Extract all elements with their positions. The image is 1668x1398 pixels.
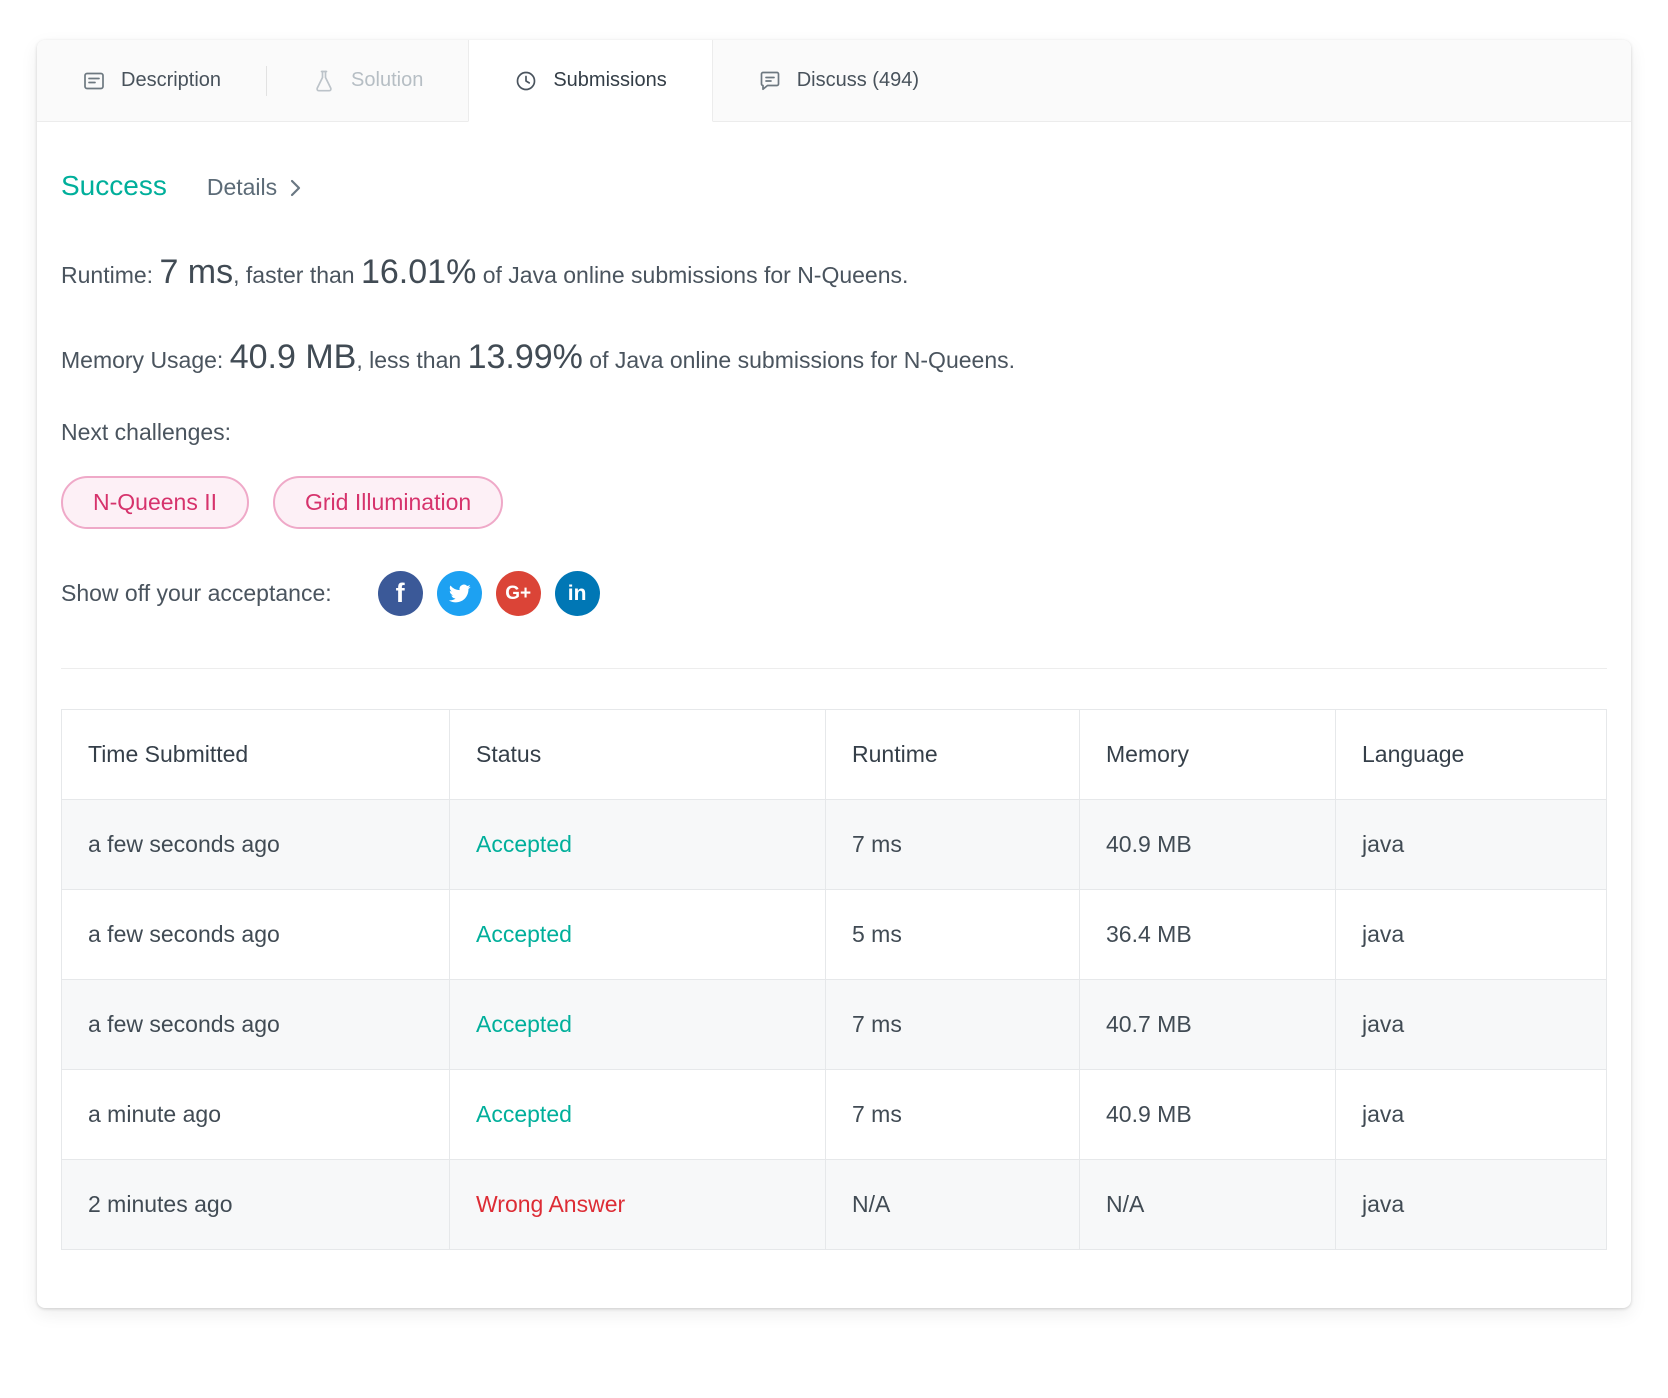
memory-percent: 13.99% [467,338,583,377]
table-row: a few seconds ago Accepted 7 ms 40.9 MB … [61,798,1607,890]
details-link[interactable]: Details [207,174,302,201]
google-plus-glyph: G+ [505,582,532,604]
col-header-time-submitted: Time Submitted [61,708,450,800]
tab-bar-filler [963,40,1631,122]
table-header-row: Time Submitted Status Runtime Memory Lan… [61,708,1607,800]
next-challenges: N-Queens II Grid Illumination [61,475,1607,529]
table-row: a minute ago Accepted 7 ms 40.9 MB java [61,1068,1607,1160]
share-row: Show off your acceptance: f G+ in [61,570,1607,616]
description-icon [82,69,106,93]
status-link[interactable]: Accepted [476,920,572,947]
cell-memory: 40.9 MB [1079,1068,1336,1160]
memory-mid: , less than [356,347,462,374]
table-row: a few seconds ago Accepted 7 ms 40.7 MB … [61,978,1607,1070]
tab-description[interactable]: Description [37,40,267,122]
runtime-percent: 16.01% [360,253,477,291]
tab-label: Description [121,69,222,91]
next-challenges-label: Next challenges: [61,418,232,445]
success-status: Success [61,170,167,201]
cell-memory: N/A [1079,1158,1336,1250]
submissions-table: Time Submitted Status Runtime Memory Lan… [61,708,1607,1250]
col-header-language: Language [1335,708,1607,800]
cell-runtime: 7 ms [825,798,1080,890]
flask-icon [312,69,336,93]
col-header-runtime: Runtime [825,708,1080,800]
col-header-memory: Memory [1079,708,1336,800]
runtime-line: Runtime: 7 ms, faster than 16.01% of Jav… [61,248,1607,297]
status-link[interactable]: Accepted [476,1010,572,1037]
twitter-share-icon[interactable] [436,570,482,616]
col-header-status: Status [449,708,826,800]
status-link[interactable]: Wrong Answer [476,1190,626,1217]
tab-label: Discuss (494) [796,69,919,91]
runtime-suffix: of Java online submissions for N-Queens. [482,262,909,288]
cell-language: java [1335,798,1607,890]
cell-memory: 40.7 MB [1079,978,1336,1070]
discuss-icon [758,69,782,93]
section-divider [61,667,1607,669]
status-link[interactable]: Accepted [476,1100,572,1127]
cell-memory: 40.9 MB [1079,798,1336,890]
share-label: Show off your acceptance: [61,579,332,606]
cell-status: Accepted [449,1068,826,1160]
cell-runtime: N/A [825,1158,1080,1250]
cell-time: a few seconds ago [61,888,450,980]
memory-value: 40.9 MB [229,338,357,377]
submissions-panel: Success Details Runtime: 7 ms, faster th… [37,122,1631,1308]
cell-time: a few seconds ago [61,978,450,1070]
table-row: a few seconds ago Accepted 5 ms 36.4 MB … [61,888,1607,980]
cell-runtime: 5 ms [825,888,1080,980]
tab-solution[interactable]: Solution [267,40,469,122]
cell-status: Accepted [449,888,826,980]
cell-runtime: 7 ms [825,978,1080,1070]
tab-label: Submissions [553,69,667,91]
cell-time: 2 minutes ago [61,1158,450,1250]
cell-time: a few seconds ago [61,798,450,890]
clock-icon [514,69,538,93]
cell-time: a minute ago [61,1068,450,1160]
cell-language: java [1335,888,1607,980]
tab-label: Solution [351,69,424,91]
challenge-pill-grid-illumination[interactable]: Grid Illumination [273,475,504,529]
tab-discuss[interactable]: Discuss (494) [712,40,964,122]
linkedin-glyph: in [567,581,587,605]
challenge-pill-n-queens-ii[interactable]: N-Queens II [61,475,249,529]
tab-divider [266,40,268,122]
cell-memory: 36.4 MB [1079,888,1336,980]
tab-submissions[interactable]: Submissions [468,40,713,122]
cell-status: Accepted [449,798,826,890]
status-link[interactable]: Accepted [476,830,572,857]
linkedin-share-icon[interactable]: in [554,570,600,616]
runtime-mid: , faster than [233,262,355,288]
tab-bar: Description Solution [37,40,1631,122]
cell-status: Wrong Answer [449,1158,826,1250]
result-header: Success Details [61,170,1607,202]
chevron-right-icon [289,177,302,199]
memory-line: Memory Usage: 40.9 MB, less than 13.99% … [61,333,1607,382]
cell-status: Accepted [449,978,826,1070]
memory-prefix: Memory Usage: [61,347,224,374]
runtime-prefix: Runtime: [61,262,154,288]
google-plus-share-icon[interactable]: G+ [495,570,541,616]
cell-language: java [1335,1068,1607,1160]
cell-language: java [1335,1158,1607,1250]
submission-result-card: Description Solution [37,40,1631,1308]
facebook-share-icon[interactable]: f [377,570,423,616]
facebook-glyph: f [395,577,405,608]
memory-suffix: of Java online submissions for N-Queens. [589,347,1015,374]
cell-language: java [1335,978,1607,1070]
runtime-value: 7 ms [159,253,234,291]
cell-runtime: 7 ms [825,1068,1080,1160]
details-label: Details [206,174,278,200]
table-row: 2 minutes ago Wrong Answer N/A N/A java [61,1158,1607,1250]
